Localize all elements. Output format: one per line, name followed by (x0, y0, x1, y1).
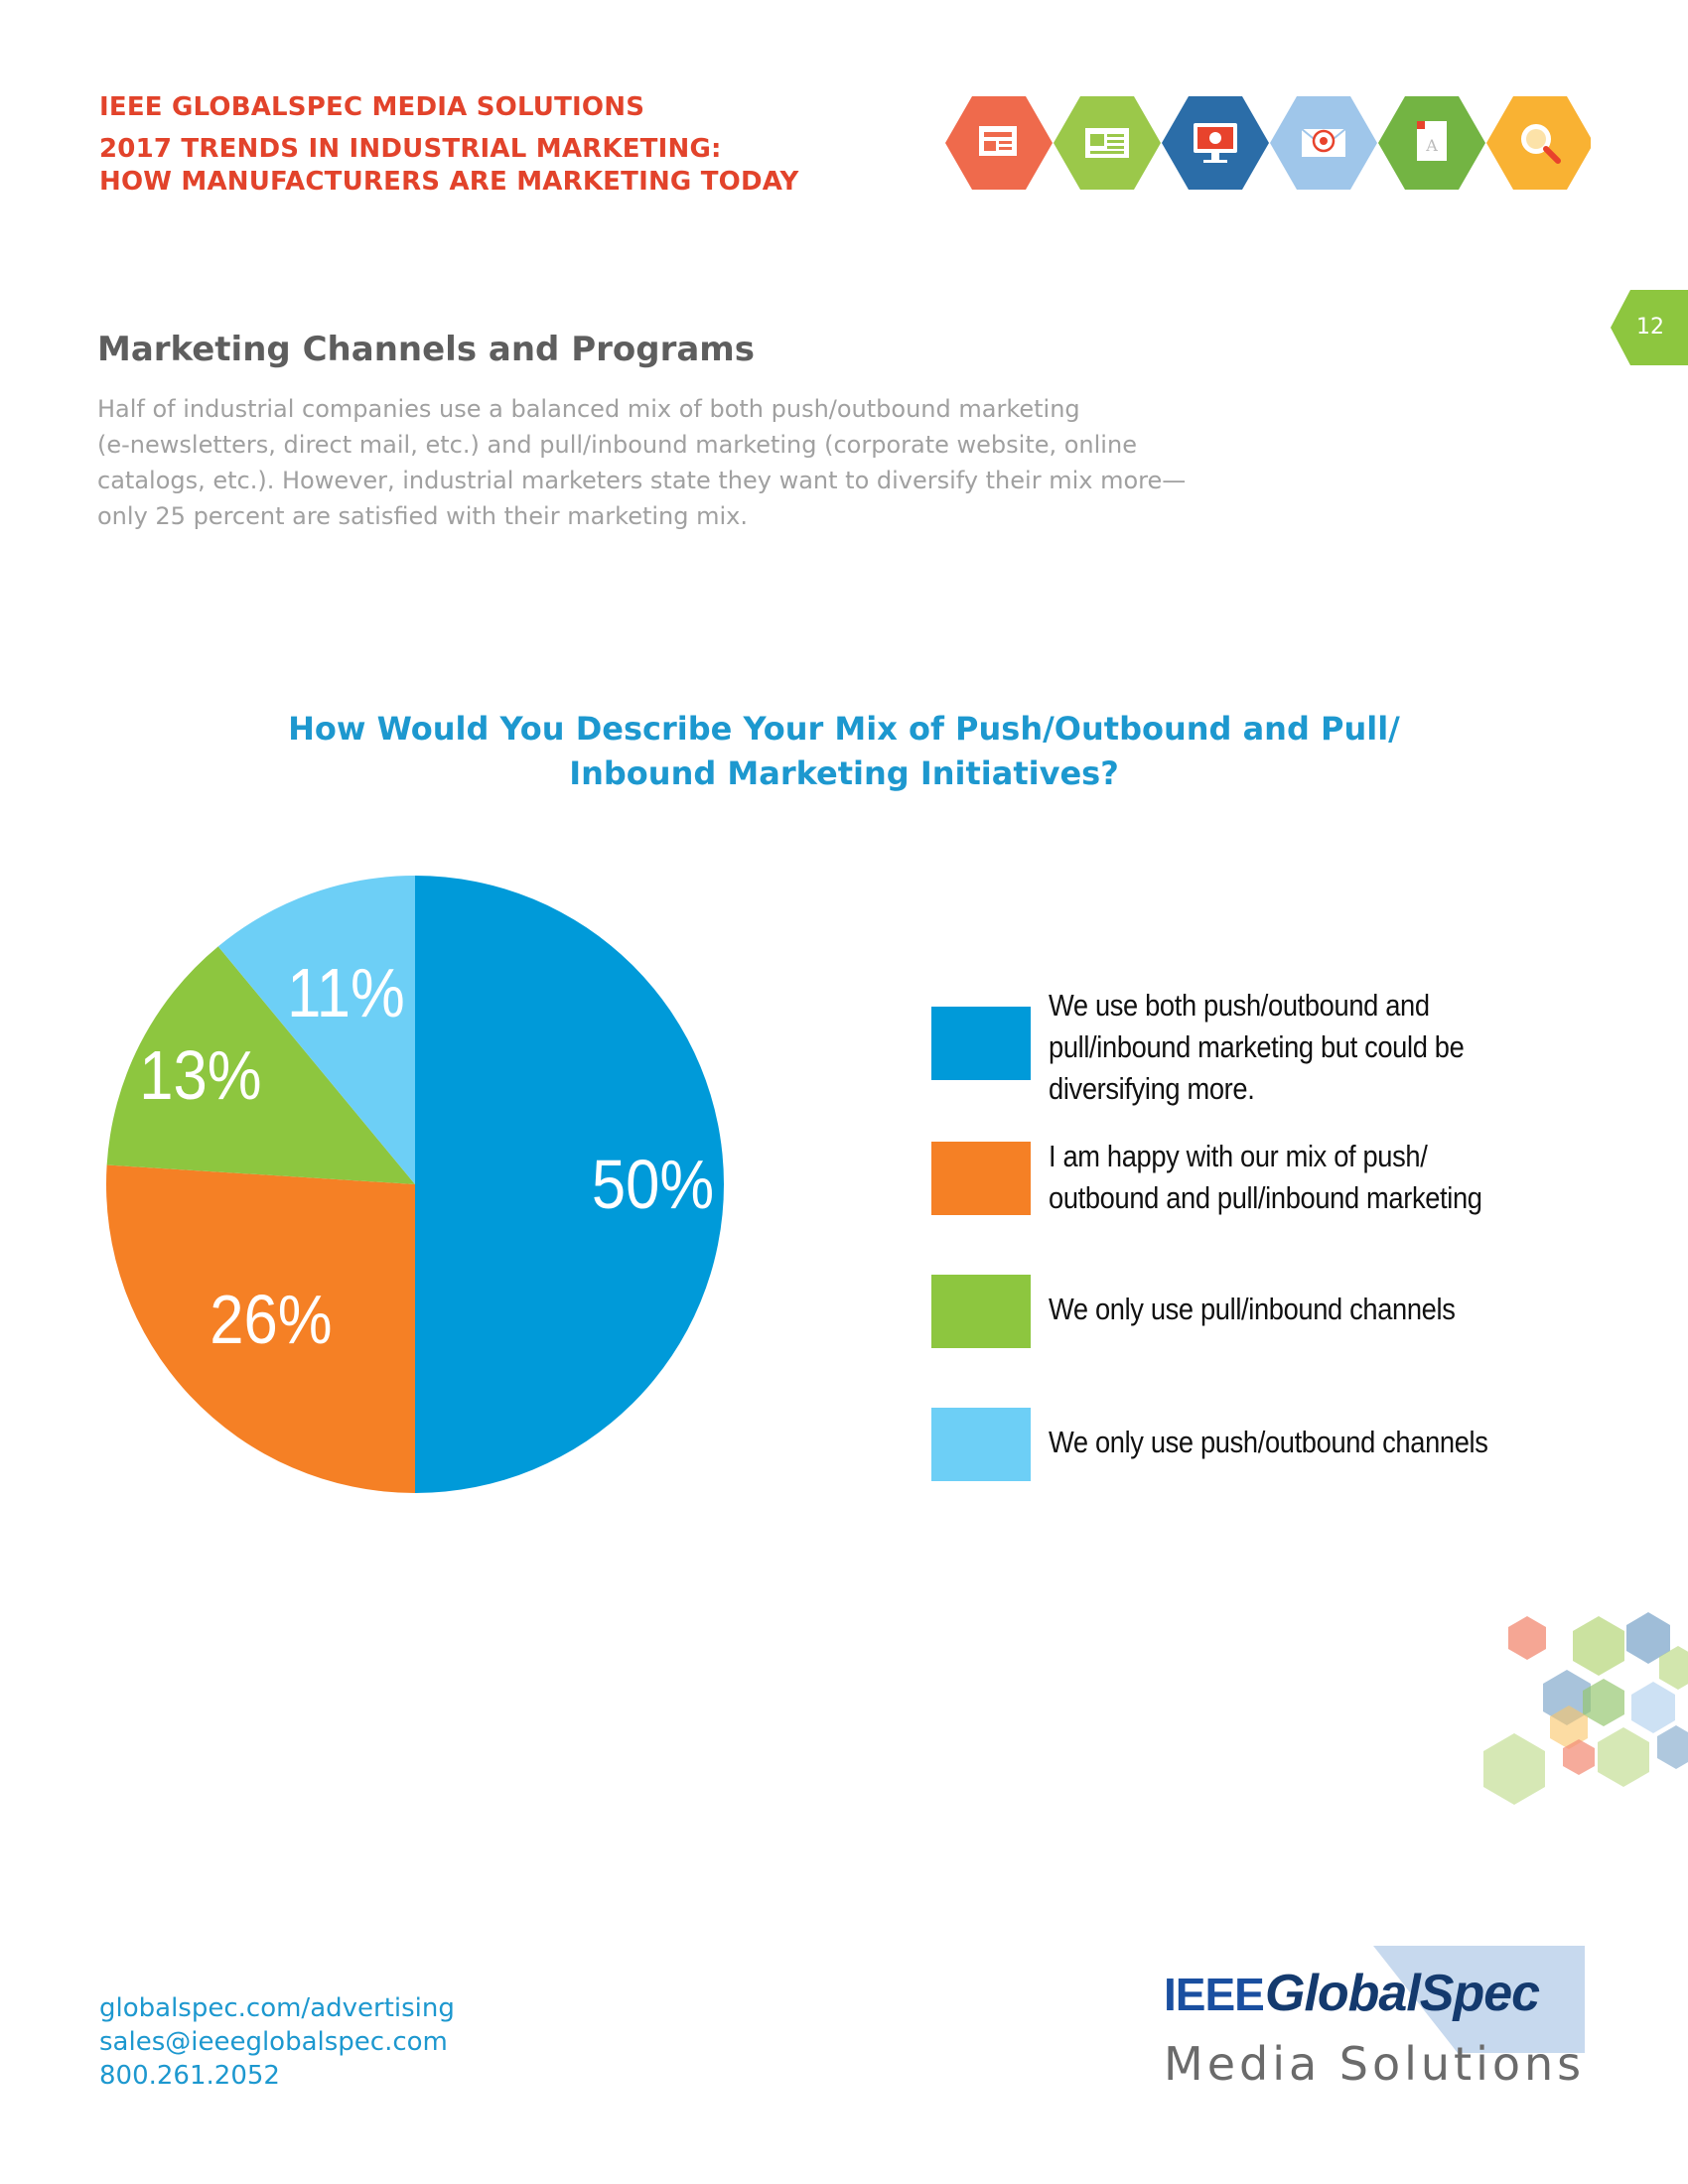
intro-line: only 25 percent are satisfied with their… (97, 502, 748, 530)
legend-label: We use both push/outbound and pull/inbou… (1049, 988, 1465, 1106)
pie-slice (217, 876, 415, 1184)
phone-number: 800.261.2052 (99, 2061, 280, 2091)
page-number: 12 (1636, 315, 1664, 340)
legend-label: I am happy with our mix of push/ outboun… (1049, 1139, 1482, 1215)
email-link[interactable]: sales@ieeeglobalspec.com (99, 2027, 448, 2057)
document-icon: A (1378, 96, 1485, 190)
hexagon-icon-strip: A (945, 96, 1591, 190)
slice-label-push: 11% (287, 953, 405, 1031)
logo-globalspec-text: GlobalSpec (1265, 1965, 1540, 2022)
slice-label-happy: 26% (210, 1281, 332, 1359)
report-header: IEEE GLOBALSPEC MEDIA SOLUTIONS 2017 TRE… (99, 91, 799, 199)
svg-text:A: A (1425, 136, 1438, 155)
page-number-tab: 12 (1611, 290, 1688, 365)
report-title-line-2: HOW MANUFACTURERS ARE MARKETING TODAY (99, 167, 799, 197)
logo-swoosh (1373, 1946, 1585, 2053)
intro-line: catalogs, etc.). However, industrial mar… (97, 467, 1187, 494)
intro-line: (e-newsletters, direct mail, etc.) and p… (97, 431, 1137, 459)
website-link[interactable]: globalspec.com/advertising (99, 1993, 455, 2023)
pie-slice (106, 946, 416, 1184)
decorative-hexagon-cluster (1483, 1612, 1688, 1805)
section-title: Marketing Channels and Programs (97, 330, 755, 369)
slice-label-pull: 13% (139, 1035, 261, 1114)
chart-title-line: How Would You Describe Your Mix of Push/… (288, 710, 1400, 748)
legend-swatch (931, 1142, 1031, 1215)
legend-swatch (931, 1275, 1031, 1348)
monitor-icon (1162, 96, 1269, 190)
pie-slice (105, 1164, 415, 1493)
legend-label: We only use push/outbound channels (1049, 1425, 1488, 1459)
newsletter-icon (945, 96, 1053, 190)
logo-ieee-text: IEEE (1164, 1969, 1265, 2020)
publisher-title: IEEE GLOBALSPEC MEDIA SOLUTIONS (99, 92, 645, 122)
legend-swatch (931, 1408, 1031, 1481)
legend-label: We only use pull/inbound channels (1049, 1292, 1456, 1326)
section-intro: Half of industrial companies use a balan… (97, 391, 1388, 534)
report-title-line-1: 2017 TRENDS IN INDUSTRIAL MARKETING: (99, 134, 722, 164)
pie-slice (415, 876, 724, 1493)
logo-media-solutions-text: Media Solutions (1164, 2037, 1586, 2091)
email-target-icon (1270, 96, 1377, 190)
search-icon (1486, 96, 1591, 190)
chart-title-line: Inbound Marketing Initiatives? (569, 754, 1119, 792)
slice-label-both: 50% (592, 1145, 714, 1223)
intro-line: Half of industrial companies use a balan… (97, 395, 1080, 423)
chart-title: How Would You Describe Your Mix of Push/… (0, 707, 1688, 796)
ieee-globalspec-logo: IEEE GlobalSpec Media Solutions (1160, 1944, 1589, 2093)
webpage-icon (1054, 96, 1161, 190)
legend-swatch (931, 1007, 1031, 1080)
contact-info: globalspec.com/advertising sales@ieeeglo… (99, 1991, 455, 2093)
